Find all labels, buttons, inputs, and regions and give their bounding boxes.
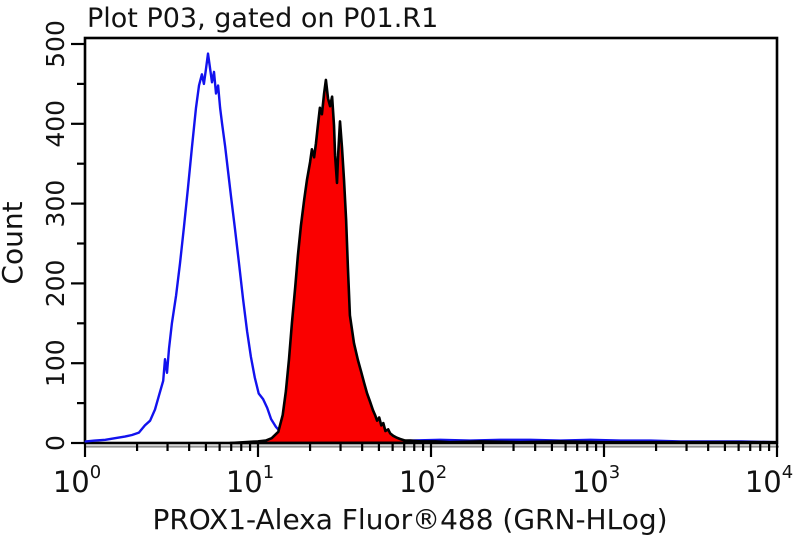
y-tick-labels: 0 100 200 300 400 500 — [41, 20, 70, 451]
axis-ticks — [71, 42, 779, 457]
y-tick-label: 100 — [41, 339, 70, 387]
x-tick-label: 103 — [572, 462, 620, 499]
y-tick-label: 200 — [41, 260, 70, 308]
x-tick-label: 100 — [53, 462, 101, 499]
plot-title: Plot P03, gated on P01.R1 — [87, 3, 438, 34]
plot-frame — [83, 36, 779, 445]
x-tick-label: 101 — [226, 462, 274, 499]
y-axis-label: Count — [0, 201, 29, 284]
y-tick-label: 0 — [41, 435, 70, 451]
x-tick-label: 104 — [745, 462, 793, 499]
x-tick-label: 102 — [399, 462, 447, 499]
x-tick-labels: 100 101 102 103 104 — [53, 462, 793, 499]
x-axis-label: PROX1-Alexa Fluor®488 (GRN-HLog) — [152, 503, 667, 536]
red-filled-histogram — [228, 78, 778, 445]
y-tick-label: 300 — [41, 180, 70, 228]
y-tick-label: 400 — [41, 100, 70, 148]
histogram-series — [84, 52, 778, 445]
y-tick-label: 500 — [41, 20, 70, 68]
blue-open-histogram — [84, 52, 778, 444]
